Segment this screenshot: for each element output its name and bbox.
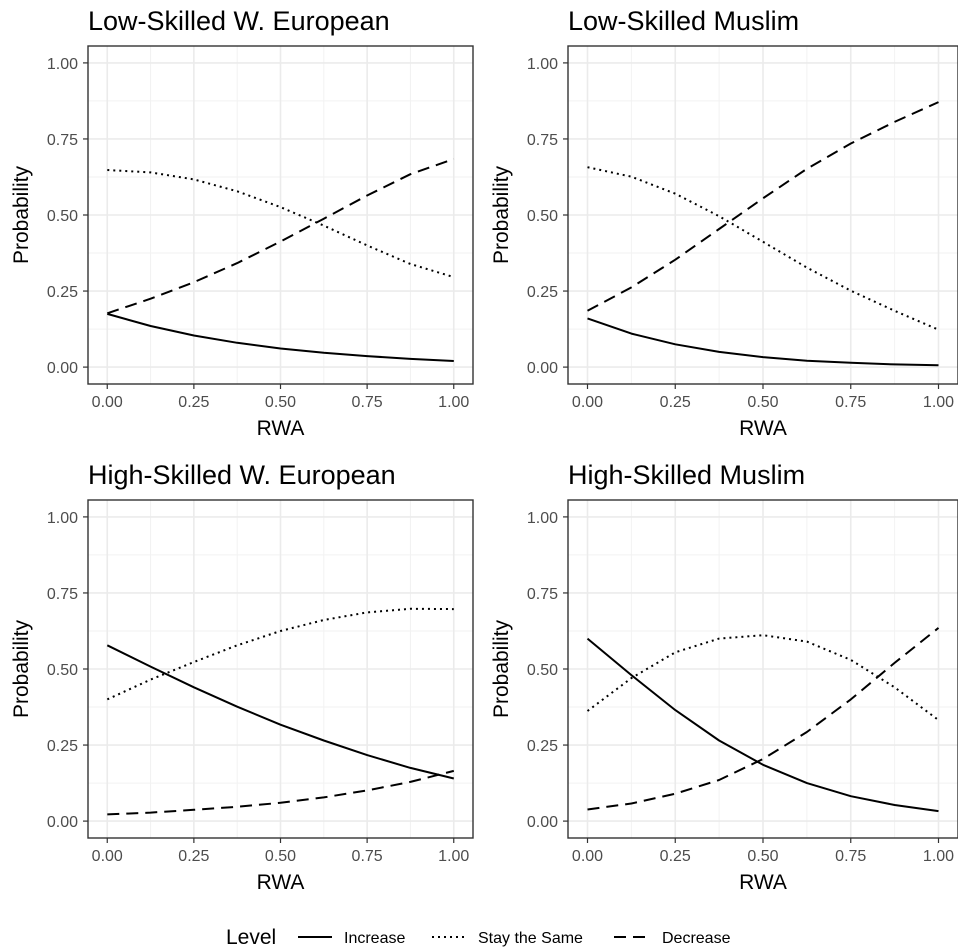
y-tick-label: 0.25 (527, 738, 558, 755)
y-axis-title: Probability (490, 619, 513, 718)
x-tick-label: 0.50 (265, 848, 296, 865)
x-tick-label: 0.25 (178, 848, 209, 865)
y-tick-label: 0.00 (527, 360, 558, 377)
x-tick-label: 0.75 (352, 848, 383, 865)
x-tick-label: 0.00 (92, 394, 123, 411)
x-tick-label: 0.75 (835, 394, 866, 411)
x-axis-title: RWA (257, 871, 305, 894)
panel-title: High-Skilled W. European (88, 460, 396, 490)
x-tick-label: 0.00 (92, 848, 123, 865)
series-line-increase (587, 317, 939, 367)
panel-title: Low-Skilled Muslim (568, 6, 799, 36)
series-line-decrease (106, 158, 455, 315)
panel-high-skilled-w-european: 0.00 0.25 0.50 0.75 1.00 0.00 0.25 0.50 0.75 1.00… (10, 460, 474, 894)
y-tick-label: 0.50 (47, 662, 78, 679)
x-tick-label: 0.50 (265, 394, 296, 411)
x-axis-title: RWA (739, 871, 787, 894)
series-line-stay-the-same (587, 166, 939, 331)
y-tick-label: 0.50 (527, 208, 558, 225)
series-line-increase (586, 637, 939, 813)
y-axis-title: Probability (10, 165, 33, 264)
legend-label-decrease: Decrease (662, 930, 731, 947)
x-tick-label: 0.00 (572, 848, 603, 865)
y-tick-label: 0.75 (47, 586, 78, 603)
y-tick-label: 0.50 (527, 662, 558, 679)
x-tick-label: 0.50 (747, 394, 778, 411)
y-tick-label: 0.25 (47, 284, 78, 301)
y-tick-label: 1.00 (47, 510, 78, 527)
y-tick-label: 0.25 (47, 738, 78, 755)
series-line-decrease (107, 769, 455, 816)
series-line-increase (106, 644, 455, 780)
y-tick-label: 0.75 (47, 132, 78, 149)
series-line-decrease (587, 627, 940, 811)
y-tick-label: 0.75 (527, 132, 558, 149)
y-tick-label: 0.25 (527, 284, 558, 301)
x-tick-label: 1.00 (923, 848, 954, 865)
y-tick-label: 0.00 (47, 814, 78, 831)
y-tick-label: 1.00 (47, 56, 78, 73)
series-line-stay-the-same (106, 607, 454, 701)
y-axis-title: Probability (490, 165, 513, 264)
legend-title: Level (226, 926, 276, 949)
x-tick-label: 1.00 (438, 848, 469, 865)
y-axis-title: Probability (10, 619, 33, 718)
x-tick-label: 0.75 (352, 394, 383, 411)
x-tick-label: 0.25 (660, 394, 691, 411)
x-tick-label: 0.50 (747, 848, 778, 865)
legend: Level Increase Stay the Same Decrease (226, 926, 731, 949)
x-axis-title: RWA (739, 417, 787, 440)
y-tick-label: 0.50 (47, 208, 78, 225)
panel-low-skilled-w-european: 0.00 0.25 0.50 0.75 1.00 0.00 0.25 0.50 0.75 1.00… (10, 6, 474, 440)
x-tick-label: 0.00 (572, 394, 603, 411)
series-line-increase (107, 312, 454, 362)
y-tick-label: 0.00 (527, 814, 558, 831)
y-tick-label: 0.75 (527, 586, 558, 603)
panel-title: Low-Skilled W. European (88, 6, 390, 36)
y-tick-label: 0.00 (47, 360, 78, 377)
x-tick-label: 0.75 (835, 848, 866, 865)
legend-label-increase: Increase (344, 930, 405, 947)
legend-label-stay-the-same: Stay the Same (478, 930, 583, 947)
y-tick-label: 1.00 (527, 510, 558, 527)
x-axis-title: RWA (257, 417, 305, 440)
x-tick-label: 1.00 (923, 394, 954, 411)
y-tick-label: 1.00 (527, 56, 558, 73)
panel-low-skilled-muslim: 0.00 0.25 0.50 0.75 1.00 0.00 0.25 0.50 0.75 1.00… (490, 6, 958, 440)
panel-high-skilled-muslim: 0.00 0.25 0.50 0.75 1.00 0.00 0.25 0.50 0.75 1.00… (490, 460, 958, 894)
x-tick-label: 1.00 (438, 394, 469, 411)
x-tick-label: 0.25 (660, 848, 691, 865)
series-line-decrease (587, 101, 939, 312)
panel-title: High-Skilled Muslim (568, 460, 805, 490)
x-tick-label: 0.25 (178, 394, 209, 411)
